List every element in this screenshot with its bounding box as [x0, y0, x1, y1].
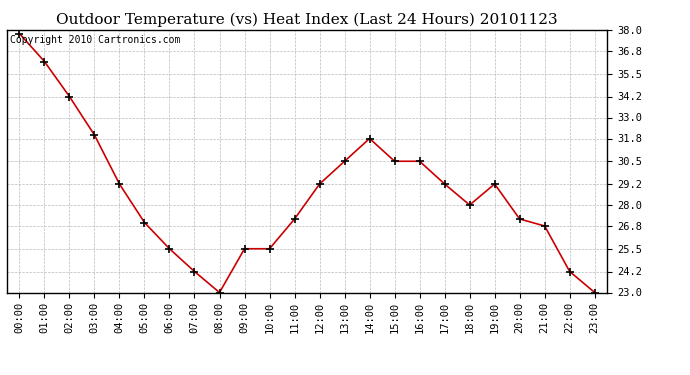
Title: Outdoor Temperature (vs) Heat Index (Last 24 Hours) 20101123: Outdoor Temperature (vs) Heat Index (Las… — [57, 13, 558, 27]
Text: Copyright 2010 Cartronics.com: Copyright 2010 Cartronics.com — [10, 35, 180, 45]
